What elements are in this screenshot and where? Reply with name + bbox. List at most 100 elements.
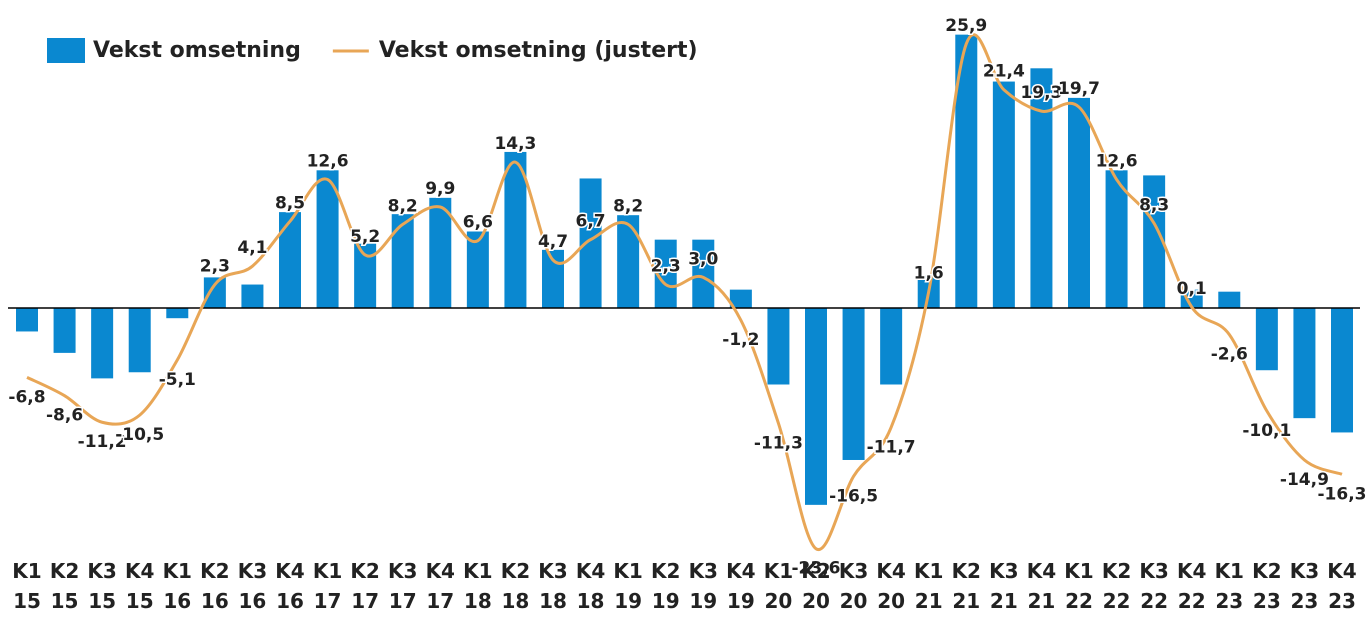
- bar: [955, 34, 978, 308]
- data-label: 9,9: [425, 179, 455, 199]
- bar: [1218, 291, 1241, 308]
- x-tick-label: K3 19: [688, 559, 718, 613]
- data-label: 3,0: [688, 249, 718, 269]
- bar: [354, 243, 377, 308]
- x-tick-label: K2 17: [350, 559, 380, 613]
- data-label: -11,3: [754, 433, 803, 453]
- bar: [729, 289, 752, 308]
- data-label: -8,6: [46, 406, 83, 426]
- bar: [1105, 170, 1128, 308]
- x-tick-label: K2 22: [1101, 559, 1132, 613]
- data-label: -16,3: [1318, 484, 1366, 504]
- bar: [16, 308, 38, 332]
- x-tick-label: K3 23: [1289, 559, 1320, 613]
- x-tick-label: K4 23: [1327, 559, 1357, 613]
- x-tick-label: K4 18: [575, 559, 606, 613]
- bar: [241, 284, 264, 308]
- x-tick-label: K1 19: [613, 559, 643, 613]
- data-label: 8,2: [388, 196, 418, 216]
- data-label: -23,6: [792, 559, 841, 579]
- line: [26, 33, 1343, 551]
- data-label: -11,2: [78, 432, 127, 452]
- bar: [654, 239, 677, 308]
- x-tick-label: K2 19: [650, 559, 681, 613]
- bar: [429, 197, 452, 308]
- x-tick-label: K4 21: [1026, 559, 1057, 613]
- bar: [466, 231, 489, 308]
- x-tick-label: K3 22: [1139, 559, 1169, 613]
- x-tick-label: K1 20: [763, 559, 794, 613]
- bar: [692, 239, 715, 308]
- x-tick-label: K4 22: [1176, 559, 1207, 613]
- x-tick-label: K2 21: [951, 559, 981, 613]
- bar: [91, 308, 114, 379]
- bar: [391, 214, 414, 308]
- x-tick-label: K3 17: [387, 559, 418, 613]
- bar: [1255, 308, 1278, 371]
- bar: [617, 215, 640, 308]
- data-label: 21,4: [983, 62, 1025, 82]
- data-label: 19,7: [1058, 79, 1100, 99]
- x-tick-label: K1 21: [913, 559, 944, 613]
- data-label: 2,3: [200, 257, 230, 277]
- data-label: -5,1: [159, 370, 196, 390]
- x-tick-label: K4 15: [124, 559, 155, 613]
- bar: [805, 308, 827, 505]
- x-tick-label: K3 15: [87, 559, 117, 613]
- legend-swatch: [47, 38, 85, 63]
- bar: [128, 308, 151, 373]
- x-tick-label: K3 21: [989, 559, 1019, 613]
- data-label: 12,6: [307, 151, 349, 171]
- data-label: 4,1: [237, 238, 267, 258]
- data-label: 8,2: [613, 196, 643, 216]
- bar: [53, 308, 76, 353]
- bar: [203, 277, 226, 308]
- x-tick-label: K3 18: [538, 559, 568, 613]
- data-label: 14,3: [494, 134, 536, 154]
- x-tick-label: K2 18: [500, 559, 531, 613]
- x-tick-label: K4 16: [275, 559, 305, 613]
- bar: [992, 81, 1015, 308]
- x-tick-label: K2 16: [200, 559, 230, 613]
- bar: [316, 170, 339, 308]
- data-label: -11,7: [867, 437, 916, 457]
- bar: [1331, 308, 1353, 433]
- data-label: 0,1: [1177, 279, 1207, 299]
- x-tick-label: K1 18: [463, 559, 493, 613]
- bar: [504, 151, 527, 308]
- data-label: 1,6: [914, 264, 944, 284]
- bar: [579, 178, 602, 308]
- data-label: 5,2: [350, 227, 380, 247]
- bar: [1143, 175, 1166, 308]
- data-label: 6,7: [576, 212, 606, 232]
- bar: [842, 308, 865, 460]
- x-tick-label: K4 20: [876, 559, 906, 613]
- data-label: 25,9: [945, 16, 987, 36]
- bar: [880, 308, 903, 385]
- legend-label: Vekst omsetning: [93, 38, 301, 63]
- x-tick-label: K1 23: [1214, 559, 1244, 613]
- data-label: 19,3: [1020, 83, 1062, 103]
- bar: [1030, 68, 1053, 308]
- data-label: -2,6: [1211, 345, 1248, 365]
- data-label: 12,6: [1096, 151, 1138, 171]
- x-tick-label: K3 20: [838, 559, 869, 613]
- x-tick-label: K2 20: [801, 559, 831, 613]
- legend-label: Vekst omsetning (justert): [379, 38, 698, 63]
- data-label: 8,3: [1139, 195, 1169, 215]
- bar: [767, 308, 790, 385]
- data-label: 8,5: [275, 193, 305, 213]
- data-label: -14,9: [1280, 470, 1329, 490]
- data-label: -16,5: [829, 486, 878, 506]
- data-label: 4,7: [538, 232, 568, 252]
- bar: [166, 308, 189, 319]
- data-label: -6,8: [8, 387, 45, 407]
- x-tick-label: K2 15: [49, 559, 80, 613]
- data-label: -10,5: [115, 425, 164, 445]
- x-tick-label: K1 22: [1064, 559, 1094, 613]
- x-tick-label: K4 19: [726, 559, 756, 613]
- x-tick-label: K4 17: [425, 559, 455, 613]
- x-tick-label: K1 16: [162, 559, 192, 613]
- bar: [1068, 97, 1090, 308]
